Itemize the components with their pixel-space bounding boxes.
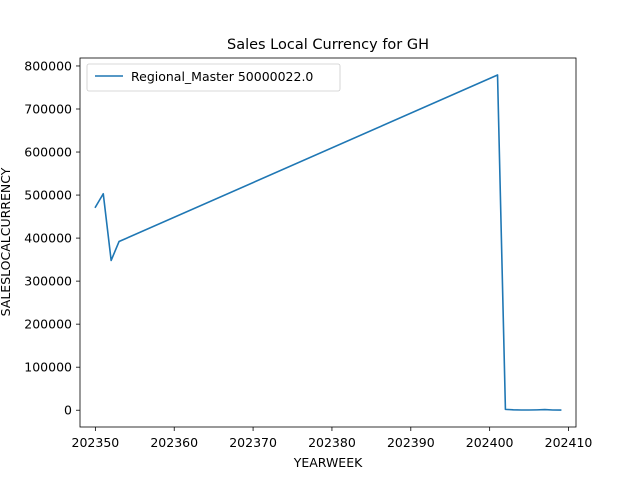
y-tick-label: 800000 <box>24 58 72 73</box>
x-axis-label: YEARWEEK <box>293 455 363 470</box>
y-tick-label: 0 <box>64 403 72 418</box>
x-tick-label: 202400 <box>466 435 514 450</box>
y-axis-label: SALESLOCALCURRENCY <box>0 167 13 316</box>
plot-area <box>80 58 576 427</box>
series-line-regional-master <box>94 74 562 411</box>
y-tick-label: 400000 <box>24 231 72 246</box>
y-tick-label: 600000 <box>24 145 72 160</box>
x-tick-label: 202350 <box>72 435 120 450</box>
y-tick-label: 700000 <box>24 102 72 117</box>
chart-title: Sales Local Currency for GH <box>227 37 429 53</box>
y-axis-ticks: 0 100000 200000 300000 400000 500000 600000 700… <box>24 58 80 418</box>
x-axis-ticks: 202350 202360 202370 202380 202390 202400 2024… <box>72 427 593 450</box>
y-tick-label: 200000 <box>24 317 72 332</box>
x-tick-label: 202360 <box>150 435 198 450</box>
plot-frame <box>79 57 577 428</box>
legend-box <box>86 63 341 92</box>
x-tick-label: 202380 <box>308 435 356 450</box>
x-tick-label: 202370 <box>229 435 277 450</box>
x-tick-label: 202390 <box>387 435 435 450</box>
y-tick-label: 300000 <box>24 274 72 289</box>
legend-entry: Regional_Master 50000022.0 <box>131 69 313 84</box>
y-tick-label: 500000 <box>24 188 72 203</box>
legend: Regional_Master 50000022.0 <box>86 63 341 92</box>
x-tick-label: 202410 <box>545 435 593 450</box>
y-tick-label: 100000 <box>24 360 72 375</box>
